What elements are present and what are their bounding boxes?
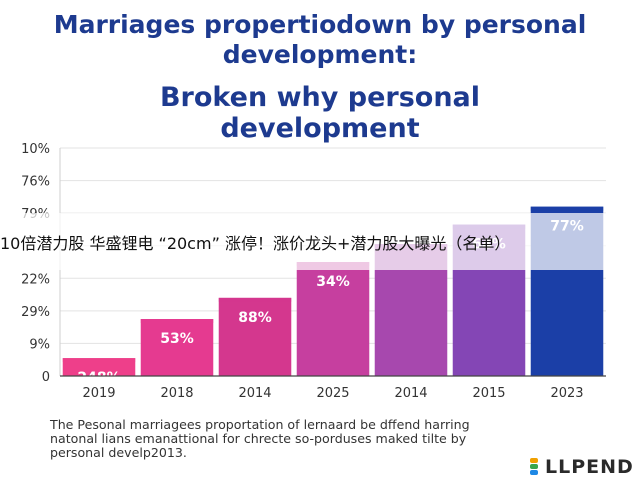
x-tick-label: 2014 [238,386,271,401]
bar-cap [62,358,136,363]
bar [140,319,214,376]
x-tick-label: 2023 [550,386,583,401]
news-overlay-headline[interactable]: 10倍潜力股 华盛锂电 “20cm” 涨停！涨价龙头+潜力股大曝光（名单） [0,234,511,253]
chart-title-line-1: Marriages propertiodown by personal [53,10,587,39]
bar-cap [140,319,214,323]
brand-name: LLPEND [545,456,634,478]
chart-subtitle-line-2: development [220,113,420,144]
bar-value-label: 34% [316,274,350,290]
chart-caption: The Pesonal marriagees proportation of l… [50,418,610,460]
y-tick-label: 10% [21,142,50,157]
y-tick-label: 29% [21,305,50,320]
chart-title-line-2: development: [222,40,418,69]
brand-mark-bar [530,470,538,475]
bar-value-label: 53% [160,331,194,347]
y-tick-label: 9% [29,337,50,352]
bar-cap [530,206,604,211]
bar-cap [218,297,292,302]
brand-mark-bar [530,458,538,463]
y-tick-label: 0 [42,370,50,385]
chart-subtitle-line-1: Broken why personal [159,82,481,113]
caption-line-1: The Pesonal marriagees proportation of l… [50,417,470,432]
bar-chart: 09%29%22%79%76%10%248%201953%201888%2014… [21,142,606,401]
x-tick-label: 2025 [316,386,349,401]
bar-value-label: 248% [77,370,120,386]
y-tick-label: 22% [21,272,50,287]
bar-value-label: 88% [238,310,272,326]
x-tick-label: 2014 [394,386,427,401]
brand-mark-icon [528,457,542,477]
news-overlay-banner [0,213,640,270]
brand-logo: LLPEND [528,456,634,478]
caption-line-3: personal develp2013. [50,445,187,460]
brand-mark-bar [530,464,538,469]
bar [62,358,136,376]
x-tick-label: 2019 [82,386,115,401]
chart-heading: Marriages propertiodown by personal deve… [0,10,640,144]
y-tick-label: 76% [21,175,50,190]
x-tick-label: 2018 [160,386,193,401]
x-tick-label: 2015 [472,386,505,401]
bar [296,262,370,376]
bar [218,297,292,376]
caption-line-2: natonal lians emanattional for chrecte s… [50,431,467,446]
